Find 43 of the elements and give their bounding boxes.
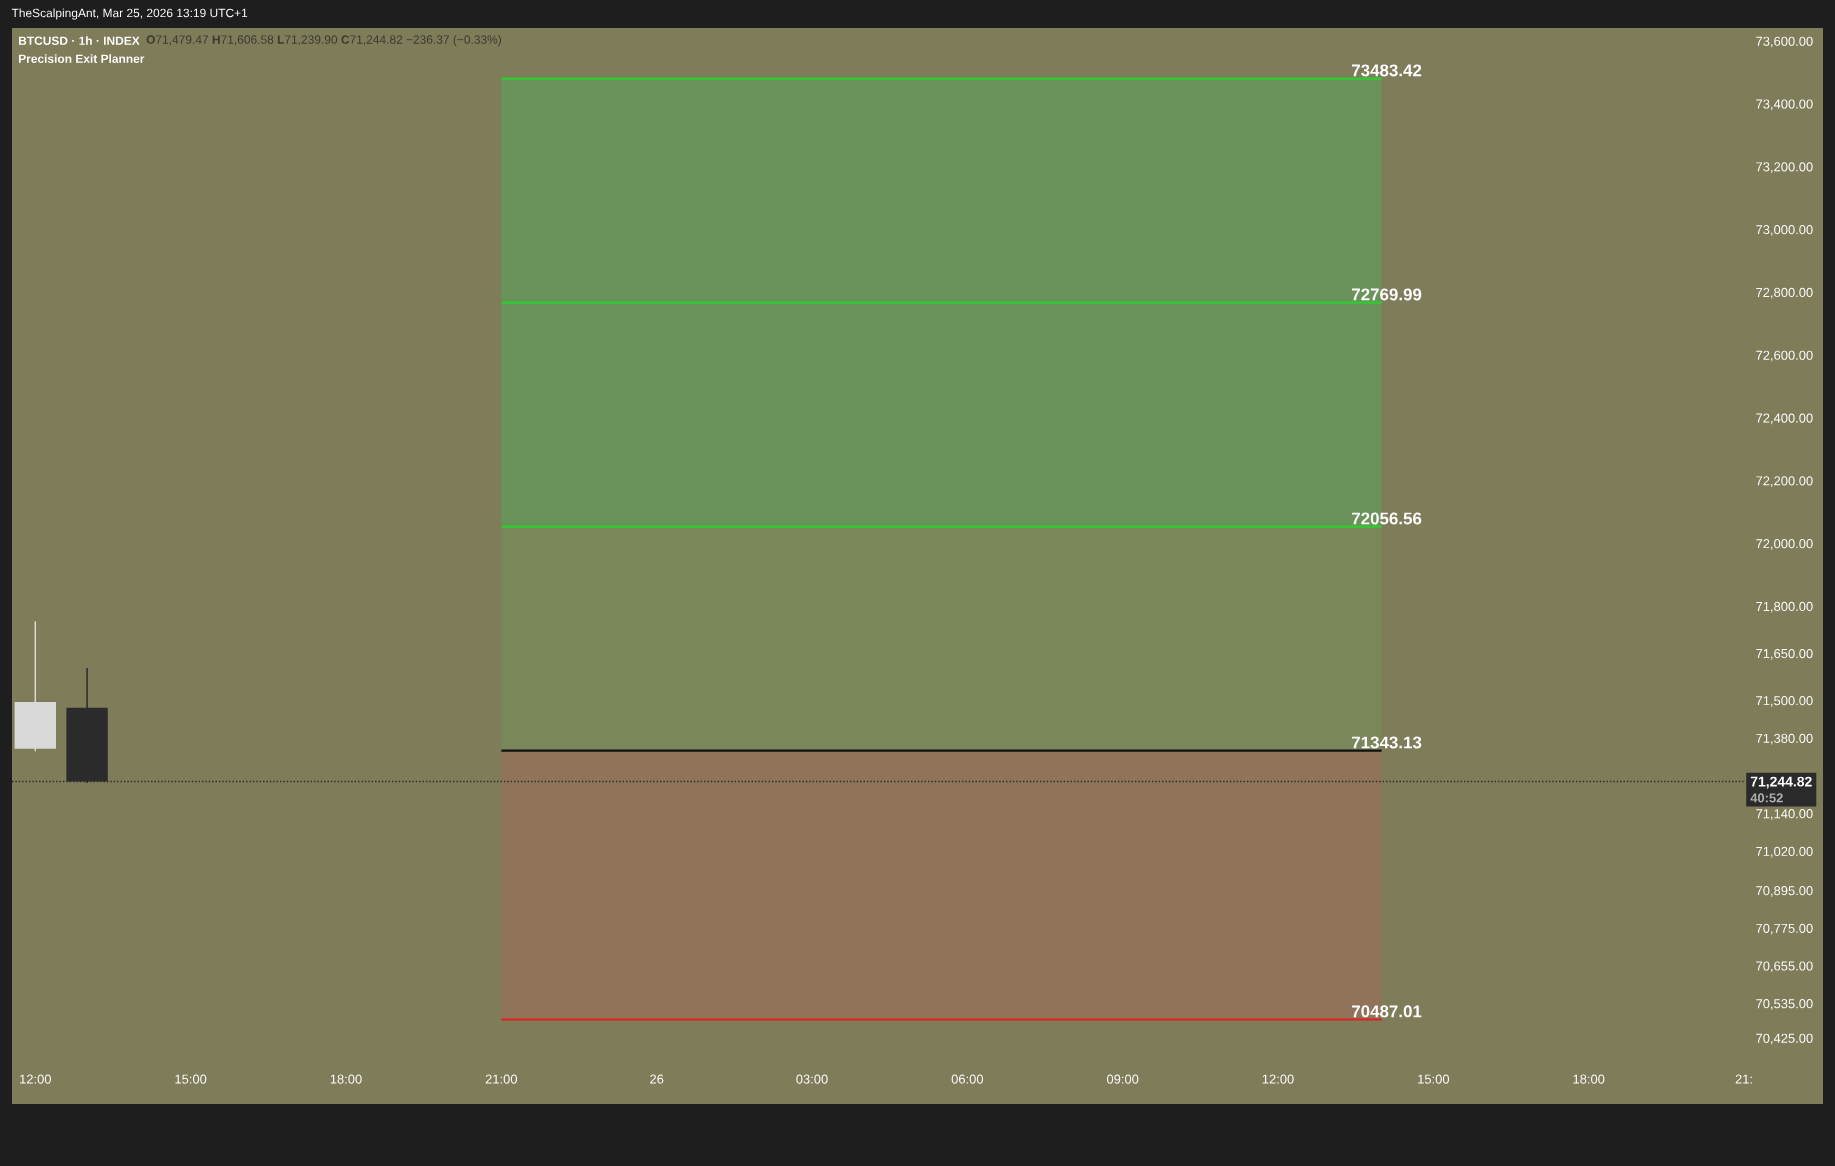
y-tick-label: 71,020.00 (1756, 846, 1813, 858)
x-tick-label: 15:00 (1418, 1074, 1450, 1084)
x-tick-label: 12:00 (1262, 1074, 1294, 1084)
chart-title: BTCUSD · 1h · INDEX (19, 36, 140, 45)
y-tick-label: 73,000.00 (1756, 225, 1813, 236)
annotation: O71,479.47 H71,606.58 L71,239.90 C71,244.82 −236.37 (−0.33%) (146, 35, 501, 47)
y-tick-label: 73,600.00 (1756, 36, 1813, 48)
x-tick-label: 12:00 (20, 1074, 51, 1084)
x-tick-label: 21:00 (485, 1074, 518, 1084)
y-tick-label: 72,000.00 (1756, 539, 1813, 550)
y-tick-label: 70,425.00 (1756, 1033, 1813, 1045)
y-tick-label: 72,600.00 (1756, 350, 1813, 362)
x-tick-label: 18:00 (330, 1074, 362, 1084)
x-tick-label: 15:00 (175, 1074, 207, 1084)
y-tick-label: 73,400.00 (1756, 99, 1813, 111)
y-tick-label: 72,800.00 (1756, 287, 1813, 299)
x-tick-label: 09:00 (1106, 1074, 1139, 1084)
y-tick-label: 70,535.00 (1756, 999, 1813, 1010)
y-tick-label: 71,650.00 (1756, 648, 1813, 660)
y-tick-label: 71,800.00 (1756, 601, 1813, 613)
x-tick-label: 06:00 (951, 1074, 984, 1084)
y-tick-label: 71,140.00 (1756, 809, 1813, 820)
data-label: 73483.42 (1351, 64, 1422, 77)
x-tick-label: 26 (650, 1074, 664, 1084)
text: 40:52 (1750, 793, 1783, 803)
data-label: 70487.01 (1351, 1005, 1422, 1018)
y-tick-label: 70,655.00 (1756, 961, 1813, 973)
y-tick-label: 70,895.00 (1756, 886, 1813, 897)
ref-line-label: 71,244.82 (1750, 776, 1812, 789)
x-tick-label: 18:00 (1573, 1074, 1605, 1084)
y-tick-label: 71,380.00 (1756, 733, 1813, 745)
y-tick-label: 72,400.00 (1756, 413, 1813, 425)
y-tick-label: 70,775.00 (1756, 923, 1813, 935)
data-label: 72769.99 (1351, 288, 1422, 301)
y-tick-label: 71,500.00 (1756, 696, 1813, 707)
x-tick-label: 21: (1735, 1074, 1752, 1084)
text: Precision Exit Planner (19, 54, 145, 63)
x-tick-label: 03:00 (796, 1074, 828, 1084)
text: TheScalpingAnt, Mar 25, 2026 13:19 UTC+1 (11, 8, 248, 20)
data-label: 71343.13 (1351, 736, 1422, 749)
data-label: 72056.56 (1351, 512, 1422, 525)
y-tick-label: 72,200.00 (1756, 476, 1813, 487)
y-tick-label: 73,200.00 (1756, 162, 1813, 173)
